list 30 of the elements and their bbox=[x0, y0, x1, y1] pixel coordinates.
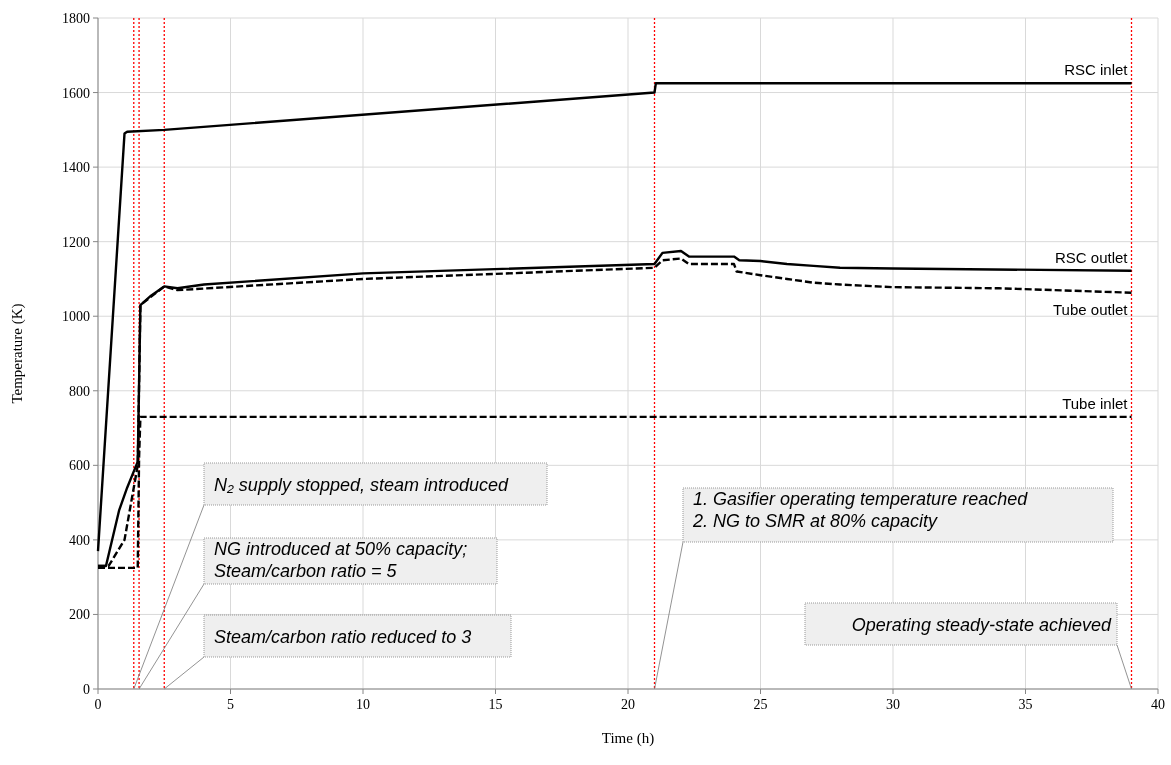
annotation: Operating steady-state achieved bbox=[851, 615, 1112, 635]
y-tick-label: 1600 bbox=[62, 85, 90, 101]
y-axis-title: Temperature (K) bbox=[9, 303, 26, 404]
x-tick-label: 20 bbox=[621, 697, 635, 712]
y-tick-label: 600 bbox=[69, 458, 90, 474]
y-tick-label: 1400 bbox=[62, 160, 90, 176]
x-tick-label: 10 bbox=[356, 697, 370, 712]
series-label: RSC outlet bbox=[1054, 248, 1129, 266]
y-tick-label: 1000 bbox=[62, 309, 90, 325]
series-label: Tube inlet bbox=[1062, 394, 1129, 412]
annotation: 1. Gasifier operating temperature reached 2. NG to SMR at 80% capacity bbox=[692, 489, 1029, 531]
y-tick-label: 1800 bbox=[62, 11, 90, 26]
x-tick-label: 30 bbox=[886, 697, 900, 712]
x-tick-label: 5 bbox=[227, 697, 234, 712]
y-tick-label: 0 bbox=[83, 682, 90, 697]
series-label: RSC inlet bbox=[1064, 61, 1129, 79]
annotation: Steam/carbon ratio reduced to 3 bbox=[214, 627, 472, 647]
annotation: NG introduced at 50% capacity; Steam/carbon ratio = 5 bbox=[214, 539, 468, 581]
y-tick-label: 1200 bbox=[62, 234, 90, 250]
x-tick-label: 15 bbox=[488, 697, 503, 712]
series-label: Tube outlet bbox=[1053, 300, 1129, 318]
y-tick-label: 800 bbox=[69, 383, 90, 399]
y-tick-label: 400 bbox=[69, 532, 90, 548]
x-tick-label: 0 bbox=[94, 697, 102, 712]
x-axis-title: Time (h) bbox=[601, 730, 655, 747]
y-tick-label: 200 bbox=[69, 607, 90, 623]
x-tick-label: 35 bbox=[1018, 697, 1033, 712]
x-tick-label: 25 bbox=[753, 697, 768, 712]
annotation: N₂ supply stopped, steam introduced bbox=[214, 475, 510, 495]
x-tick-label: 40 bbox=[1151, 697, 1165, 712]
